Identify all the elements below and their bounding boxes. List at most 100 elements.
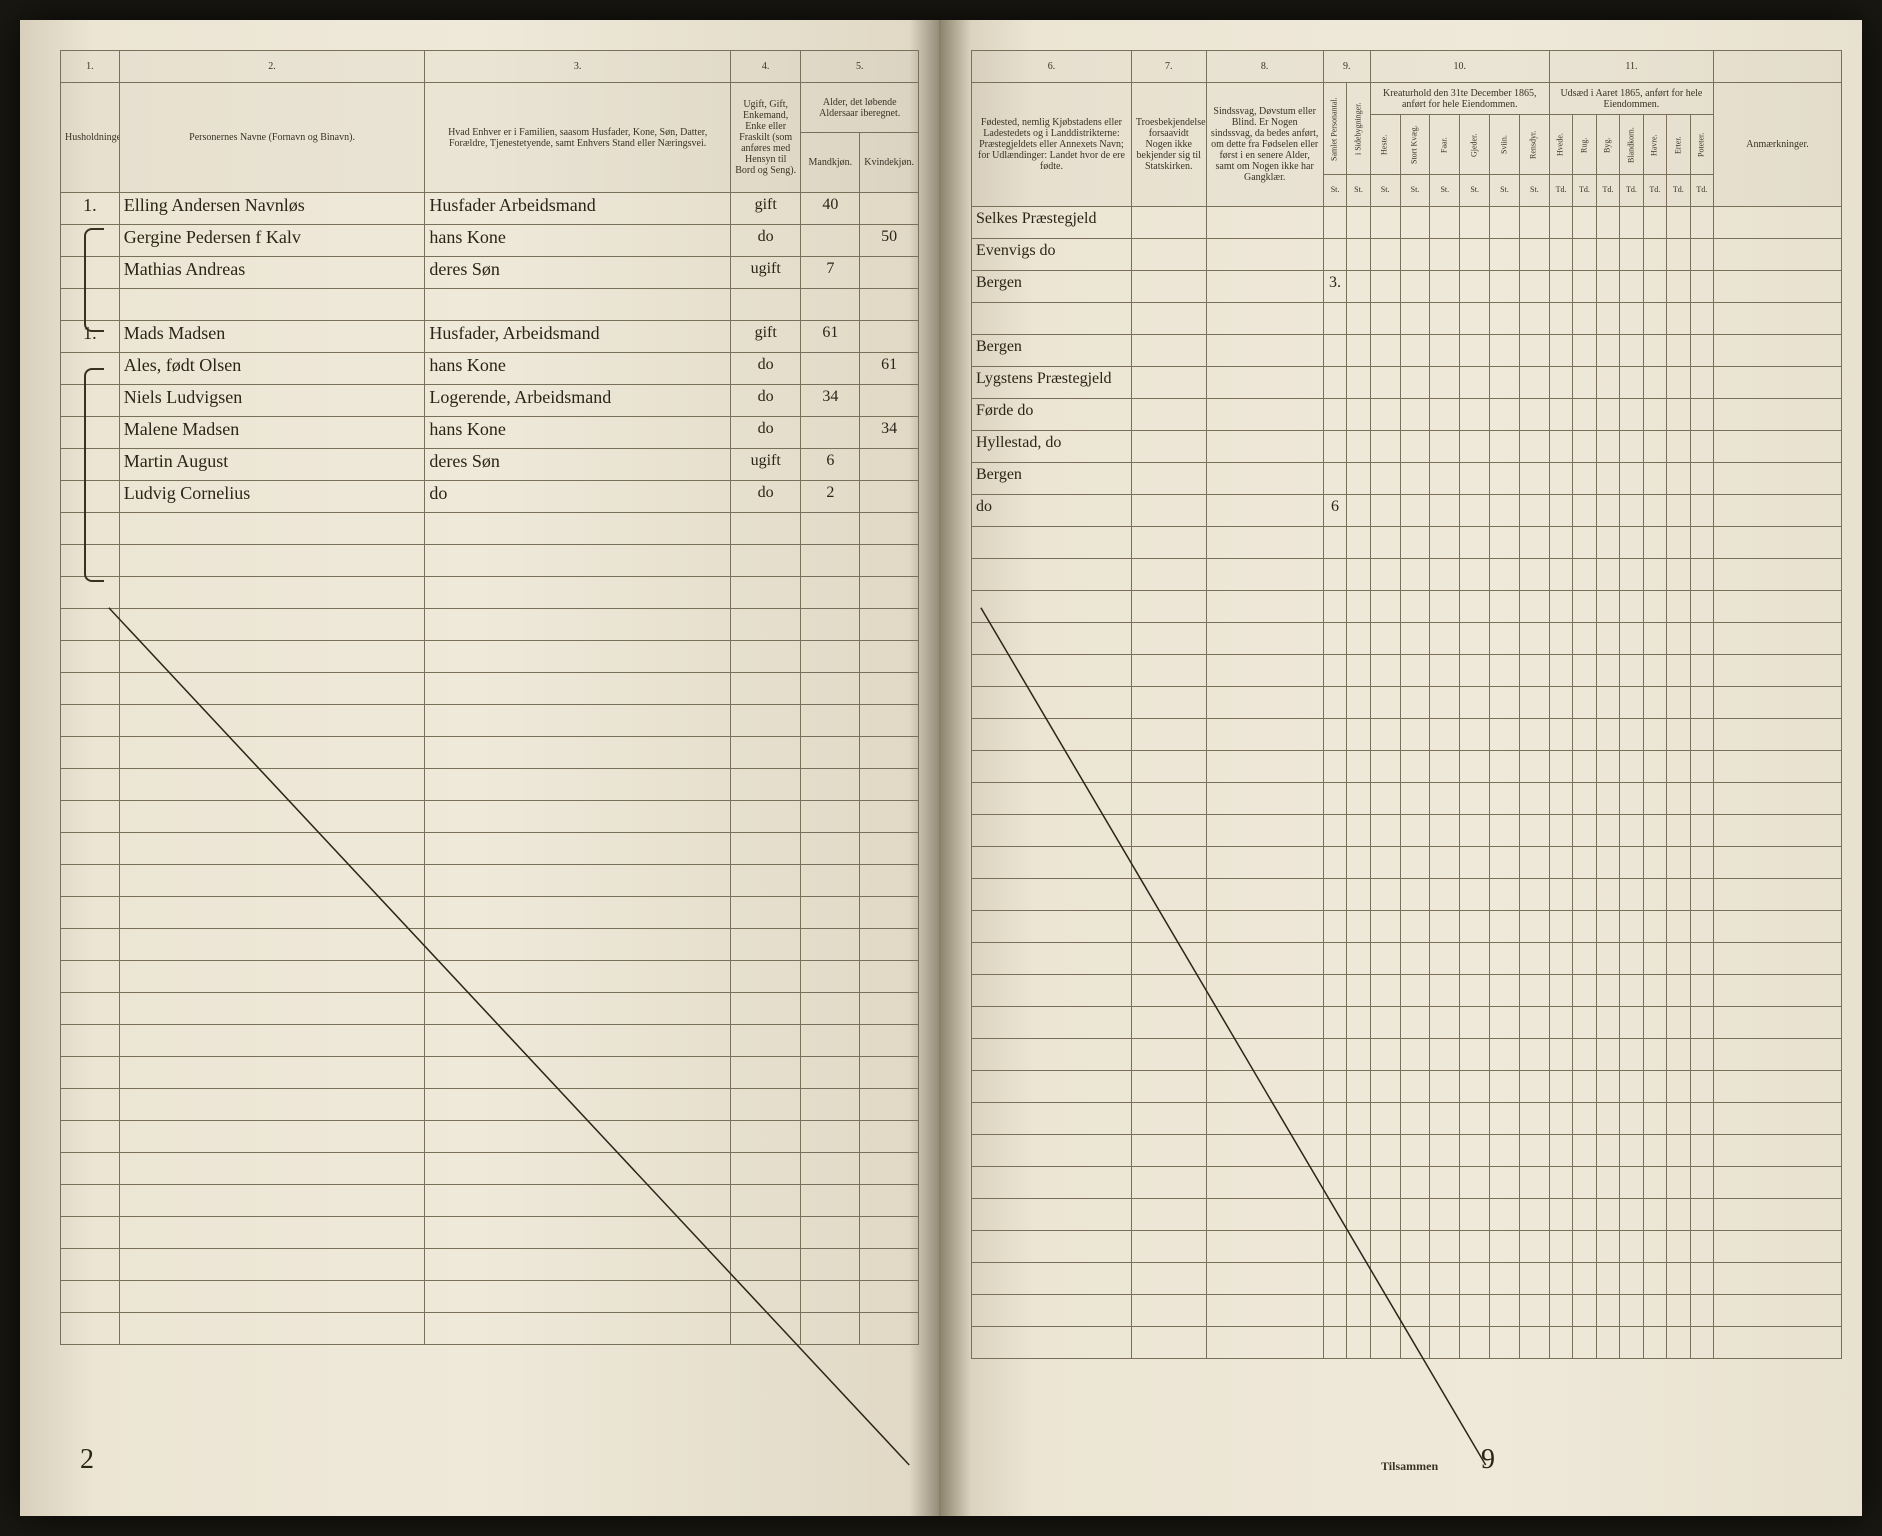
cell: [1370, 303, 1400, 335]
cell: [972, 1231, 1132, 1263]
cell: [1206, 1135, 1323, 1167]
cell: [1519, 623, 1549, 655]
cell: [1323, 367, 1346, 399]
cell: [1490, 1071, 1520, 1103]
cell: [61, 1025, 120, 1057]
cell: [1400, 239, 1430, 271]
cell: [801, 865, 860, 897]
cell: [1460, 879, 1490, 911]
cell: [1620, 399, 1643, 431]
subheader: Sviin.: [1490, 115, 1520, 175]
cell: Husfader Arbeidsmand: [425, 193, 731, 225]
table-row: [972, 783, 1842, 815]
cell: [1490, 527, 1520, 559]
cell: [860, 577, 919, 609]
cell: [1460, 335, 1490, 367]
cell: [119, 513, 425, 545]
cell: [860, 257, 919, 289]
table-row: [972, 687, 1842, 719]
cell: [1690, 559, 1713, 591]
cell: [1620, 559, 1643, 591]
cell: [1549, 591, 1572, 623]
cell: [1573, 1103, 1596, 1135]
cell: [1519, 815, 1549, 847]
cell: [1690, 495, 1713, 527]
cell: [1430, 1039, 1460, 1071]
table-row: [972, 815, 1842, 847]
cell: [1620, 1327, 1643, 1359]
cell: [1596, 815, 1619, 847]
cell: [1490, 367, 1520, 399]
cell: [1400, 911, 1430, 943]
bracket-2: [84, 368, 104, 582]
cell: [61, 833, 120, 865]
cell: [1643, 271, 1666, 303]
cell: [1549, 1167, 1572, 1199]
cell: [1400, 495, 1430, 527]
unit: Td.: [1573, 175, 1596, 207]
cell: [1573, 623, 1596, 655]
cell: [1131, 591, 1206, 623]
cell: [1573, 943, 1596, 975]
cell: [1667, 975, 1690, 1007]
cell: [1490, 655, 1520, 687]
table-row: Førde do: [972, 399, 1842, 431]
cell: [61, 641, 120, 673]
cell: [1519, 975, 1549, 1007]
cell: [730, 1153, 801, 1185]
cell: [1370, 207, 1400, 239]
cell: [1667, 815, 1690, 847]
cell: [1643, 751, 1666, 783]
cell: [1400, 1263, 1430, 1295]
cell: [860, 865, 919, 897]
cell: [1714, 1007, 1842, 1039]
cell: [1714, 463, 1842, 495]
cell: [801, 833, 860, 865]
cell: [1400, 207, 1430, 239]
cell: Ales, født Olsen: [119, 353, 425, 385]
cell: [1206, 847, 1323, 879]
cell: [1323, 1103, 1346, 1135]
cell: [972, 687, 1132, 719]
cell: [1690, 527, 1713, 559]
cell: [1400, 463, 1430, 495]
cell: [1573, 1327, 1596, 1359]
cell: [972, 1199, 1132, 1231]
cell: [1643, 1167, 1666, 1199]
cell: [1690, 879, 1713, 911]
cell: [730, 833, 801, 865]
cell: [1206, 303, 1323, 335]
cell: [1206, 239, 1323, 271]
cell: [1620, 751, 1643, 783]
cell: [1206, 1295, 1323, 1327]
cell: [1400, 527, 1430, 559]
cell: [1620, 1263, 1643, 1295]
cell: [972, 1071, 1132, 1103]
hdr-sindssvag: Sindssvag, Døvstum eller Blind. Er Nogen…: [1206, 83, 1323, 207]
cell: [1549, 1135, 1572, 1167]
cell: [730, 513, 801, 545]
cell: [1573, 591, 1596, 623]
table-row: [61, 897, 919, 929]
cell: [1714, 1295, 1842, 1327]
unit: St.: [1430, 175, 1460, 207]
table-row: [61, 1089, 919, 1121]
cell: [1430, 367, 1460, 399]
cell: [1430, 879, 1460, 911]
cell: [1596, 1039, 1619, 1071]
cell: [1370, 1039, 1400, 1071]
cell: [730, 993, 801, 1025]
colnum-blank: [1714, 51, 1842, 83]
cell: [1573, 1231, 1596, 1263]
cell: [1643, 1263, 1666, 1295]
cell: [1430, 335, 1460, 367]
cell: [1400, 719, 1430, 751]
cell: [1519, 1199, 1549, 1231]
table-row: Malene Madsenhans Konedo34: [61, 417, 919, 449]
cell: [1400, 1295, 1430, 1327]
colnum-10: 10.: [1370, 51, 1549, 83]
left-footer-num: 2: [80, 1444, 94, 1476]
cell: [1596, 911, 1619, 943]
cell: [425, 865, 731, 897]
cell: 2: [801, 481, 860, 513]
